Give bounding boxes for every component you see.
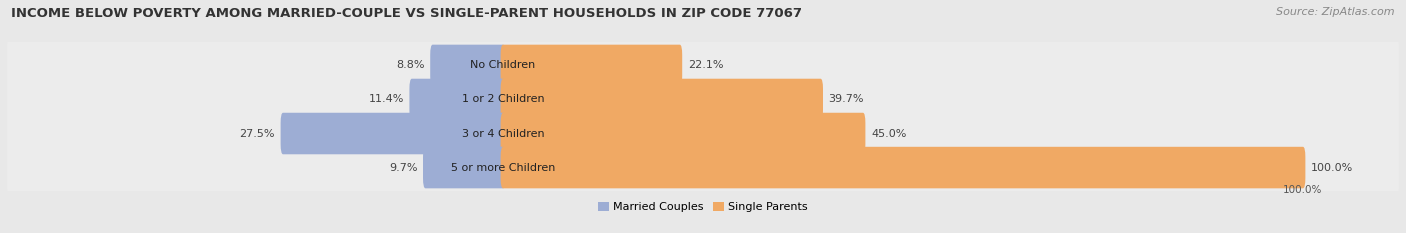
FancyBboxPatch shape <box>7 136 1399 200</box>
FancyBboxPatch shape <box>7 33 1399 97</box>
FancyBboxPatch shape <box>7 102 1399 165</box>
Legend: Married Couples, Single Parents: Married Couples, Single Parents <box>598 202 808 212</box>
Text: 100.0%: 100.0% <box>1310 163 1353 173</box>
FancyBboxPatch shape <box>501 147 1305 188</box>
Text: INCOME BELOW POVERTY AMONG MARRIED-COUPLE VS SINGLE-PARENT HOUSEHOLDS IN ZIP COD: INCOME BELOW POVERTY AMONG MARRIED-COUPL… <box>11 7 803 20</box>
Text: 1 or 2 Children: 1 or 2 Children <box>461 94 544 104</box>
Text: 3 or 4 Children: 3 or 4 Children <box>461 129 544 139</box>
Text: No Children: No Children <box>471 60 536 70</box>
FancyBboxPatch shape <box>281 113 505 154</box>
Text: 9.7%: 9.7% <box>389 163 418 173</box>
Text: 39.7%: 39.7% <box>828 94 865 104</box>
Text: 27.5%: 27.5% <box>239 129 276 139</box>
Text: 100.0%: 100.0% <box>1284 185 1323 195</box>
FancyBboxPatch shape <box>501 45 682 86</box>
Text: 22.1%: 22.1% <box>688 60 723 70</box>
Text: 8.8%: 8.8% <box>396 60 425 70</box>
FancyBboxPatch shape <box>423 147 505 188</box>
FancyBboxPatch shape <box>501 79 823 120</box>
FancyBboxPatch shape <box>409 79 505 120</box>
Text: 11.4%: 11.4% <box>368 94 404 104</box>
Text: 5 or more Children: 5 or more Children <box>451 163 555 173</box>
Text: 45.0%: 45.0% <box>870 129 907 139</box>
FancyBboxPatch shape <box>7 68 1399 131</box>
FancyBboxPatch shape <box>430 45 505 86</box>
Text: Source: ZipAtlas.com: Source: ZipAtlas.com <box>1277 7 1395 17</box>
FancyBboxPatch shape <box>501 113 866 154</box>
